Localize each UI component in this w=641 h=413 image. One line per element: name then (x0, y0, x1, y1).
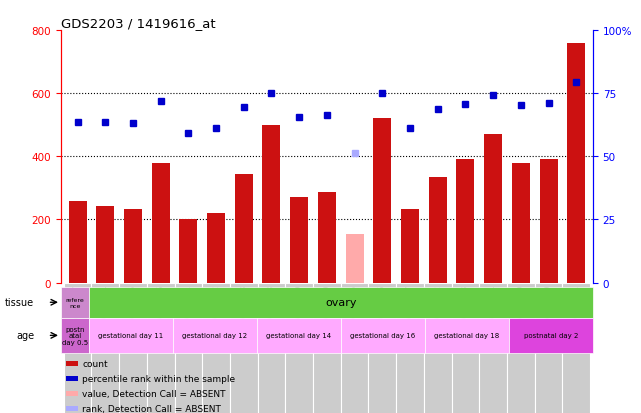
Text: refere
nce: refere nce (65, 297, 84, 308)
Bar (96, 206, 114, 283)
Bar (66, 406, 78, 411)
Text: value, Detection Call = ABSENT: value, Detection Call = ABSENT (82, 389, 226, 398)
Bar (66, 392, 78, 396)
Text: gestational day 12: gestational day 12 (182, 332, 247, 339)
Bar (562, 283, 590, 413)
Bar (341, 318, 425, 353)
Bar (540, 160, 558, 283)
Text: postn
atal
day 0.5: postn atal day 0.5 (62, 326, 88, 345)
Bar (92, 283, 119, 413)
Bar (207, 213, 225, 283)
Text: rank, Detection Call = ABSENT: rank, Detection Call = ABSENT (82, 404, 221, 413)
Text: age: age (16, 330, 34, 341)
Bar (89, 318, 173, 353)
Bar (456, 159, 474, 283)
Bar (396, 283, 424, 413)
Bar (509, 318, 593, 353)
Bar (173, 318, 257, 353)
Bar (345, 234, 363, 283)
Bar (373, 119, 392, 283)
Bar (262, 126, 281, 283)
Bar (507, 283, 535, 413)
Text: count: count (82, 359, 108, 368)
Bar (66, 377, 78, 381)
Bar (567, 43, 585, 283)
Bar (124, 209, 142, 283)
Text: gestational day 18: gestational day 18 (435, 332, 499, 339)
Bar (152, 163, 170, 283)
Bar (257, 318, 341, 353)
Text: tissue: tissue (5, 297, 34, 308)
Bar (66, 361, 78, 366)
Text: ovary: ovary (325, 297, 356, 308)
Bar (425, 318, 509, 353)
Bar (484, 134, 502, 283)
Bar (179, 220, 197, 283)
Bar (290, 197, 308, 283)
Bar (535, 283, 562, 413)
Bar (230, 283, 258, 413)
Bar (318, 192, 336, 283)
Text: gestational day 11: gestational day 11 (98, 332, 163, 339)
Text: gestational day 14: gestational day 14 (267, 332, 331, 339)
Text: gestational day 16: gestational day 16 (350, 332, 415, 339)
Bar (61, 318, 89, 353)
Text: percentile rank within the sample: percentile rank within the sample (82, 374, 235, 383)
Bar (479, 283, 507, 413)
Bar (69, 201, 87, 283)
Bar (401, 209, 419, 283)
Bar (512, 163, 530, 283)
Bar (341, 283, 369, 413)
Bar (452, 283, 479, 413)
Bar (429, 178, 447, 283)
Bar (258, 283, 285, 413)
Bar (313, 283, 341, 413)
Bar (119, 283, 147, 413)
Bar (202, 283, 230, 413)
Bar (424, 283, 452, 413)
Bar (285, 283, 313, 413)
Bar (61, 287, 89, 318)
Text: GDS2203 / 1419616_at: GDS2203 / 1419616_at (61, 17, 215, 30)
Bar (369, 283, 396, 413)
Bar (147, 283, 174, 413)
Bar (174, 283, 202, 413)
Bar (235, 174, 253, 283)
Text: postnatal day 2: postnatal day 2 (524, 332, 578, 339)
Bar (63, 283, 92, 413)
